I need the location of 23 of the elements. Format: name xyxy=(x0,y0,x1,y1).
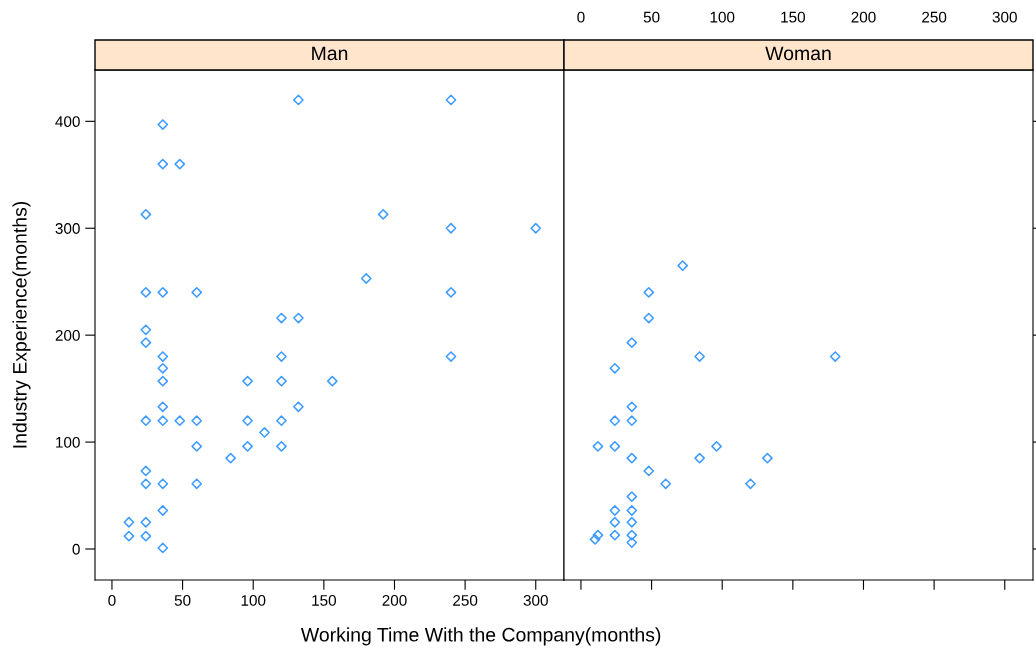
x-tick-label: 100 xyxy=(710,11,735,23)
x-tick-label: 300 xyxy=(992,11,1017,23)
y-tick-label: 0 xyxy=(72,543,80,555)
x-axis-title: Working Time With the Company(months) xyxy=(300,627,661,646)
x-tick-label: 150 xyxy=(781,11,805,23)
x-tick-label: 250 xyxy=(453,594,478,606)
x-tick-label: 200 xyxy=(851,11,876,23)
y-tick-label: 200 xyxy=(55,330,80,341)
x-tick-label: 300 xyxy=(523,594,548,606)
x-tick-label: 50 xyxy=(174,594,191,606)
y-axis-title: Industry Experience(months) xyxy=(12,201,31,448)
x-tick-label: 100 xyxy=(241,594,266,606)
x-tick-label: 0 xyxy=(577,11,585,23)
chart-title: Woman xyxy=(765,46,831,61)
x-tick-label: 150 xyxy=(312,594,336,606)
y-tick-label: 100 xyxy=(56,436,80,448)
x-tick-label: 0 xyxy=(108,594,116,606)
y-tick-label: 300 xyxy=(55,223,80,234)
y-tick-label: 400 xyxy=(55,116,80,128)
x-tick-label: 250 xyxy=(922,11,947,23)
x-tick-label: 200 xyxy=(382,594,407,606)
chart-title: Man xyxy=(312,46,348,61)
x-tick-label: 50 xyxy=(643,11,660,23)
